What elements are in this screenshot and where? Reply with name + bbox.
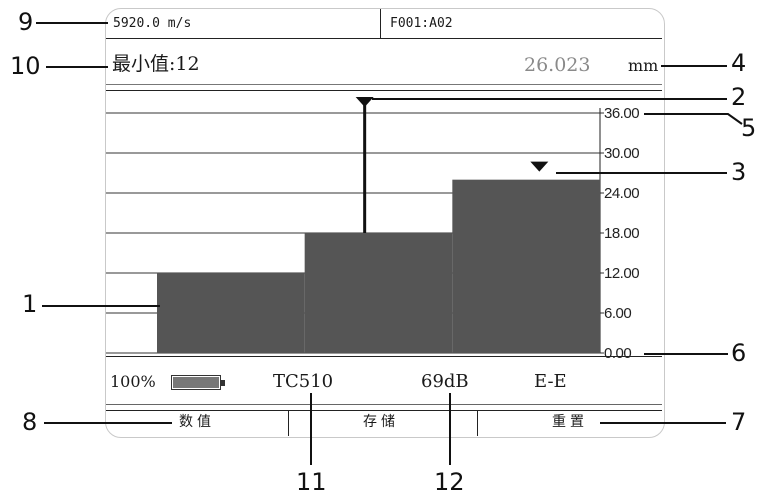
measure-mode: E-E [534, 371, 567, 392]
callout-10: 10 [10, 52, 41, 80]
callout-7: 7 [731, 408, 747, 436]
softkey-save-button[interactable]: 存储 [363, 414, 399, 430]
header-divider [106, 38, 662, 39]
step-bar [452, 179, 600, 353]
battery-fill [173, 377, 219, 388]
callout-line-3 [556, 172, 727, 174]
callout-5: 5 [741, 114, 757, 142]
y-tick-label: 36.00 [604, 105, 639, 122]
callout-line-9 [36, 22, 108, 24]
callout-1: 1 [22, 290, 38, 318]
softkey-divider-2 [106, 410, 662, 411]
callout-line-7 [600, 422, 726, 424]
y-tick-label: 24.00 [604, 185, 639, 202]
velocity-readout: 5920.0 m/s [113, 16, 192, 31]
file-id: F001:A02 [390, 16, 453, 31]
callout-2: 2 [731, 83, 747, 111]
y-tick-label: 6.00 [604, 305, 631, 322]
softkey-separator-1 [288, 410, 289, 436]
step-bar [304, 233, 453, 353]
y-tick-label: 0.00 [604, 345, 631, 362]
y-tick-label: 30.00 [604, 145, 639, 162]
battery-icon [171, 375, 225, 390]
callout-9: 9 [18, 8, 34, 36]
status-divider [106, 356, 662, 357]
callout-line-12 [449, 393, 451, 465]
softkey-separator-2 [477, 410, 478, 436]
softkey-value-button[interactable]: 数值 [179, 414, 215, 430]
softkey-divider-1 [106, 404, 662, 405]
callout-line-8 [44, 422, 172, 424]
battery-tip [221, 380, 225, 386]
callout-line-1 [42, 305, 160, 307]
thickness-unit: mm [628, 56, 659, 75]
callout-6: 6 [731, 339, 747, 367]
header-separator [380, 9, 381, 38]
step-bar [157, 273, 305, 353]
battery-percent: 100% [110, 372, 156, 391]
reading-divider-1 [106, 84, 662, 85]
callout-line-4 [661, 65, 727, 67]
callout-line-10 [46, 66, 108, 68]
callout-line-11 [310, 393, 312, 465]
max-marker-triangle [355, 97, 374, 107]
callout-12: 12 [434, 468, 465, 496]
reading-divider-2 [106, 90, 662, 91]
callout-3: 3 [731, 158, 747, 186]
callout-4: 4 [731, 49, 747, 77]
callout-line-6 [644, 353, 728, 355]
gain-readout: 69dB [421, 371, 469, 392]
callout-11: 11 [296, 468, 327, 496]
probe-model: TC510 [273, 371, 334, 392]
softkey-reset-button[interactable]: 重置 [552, 414, 588, 430]
current-marker-triangle [530, 161, 549, 172]
callout-8: 8 [22, 408, 38, 436]
device-screen [105, 8, 665, 438]
min-value-label: 最小值:12 [112, 53, 200, 75]
thickness-value: 26.023 [524, 54, 591, 76]
y-tick-label: 12.00 [604, 265, 639, 282]
callout-line-2 [372, 98, 727, 100]
callout-line-5 [644, 113, 743, 125]
y-tick-label: 18.00 [604, 225, 639, 242]
